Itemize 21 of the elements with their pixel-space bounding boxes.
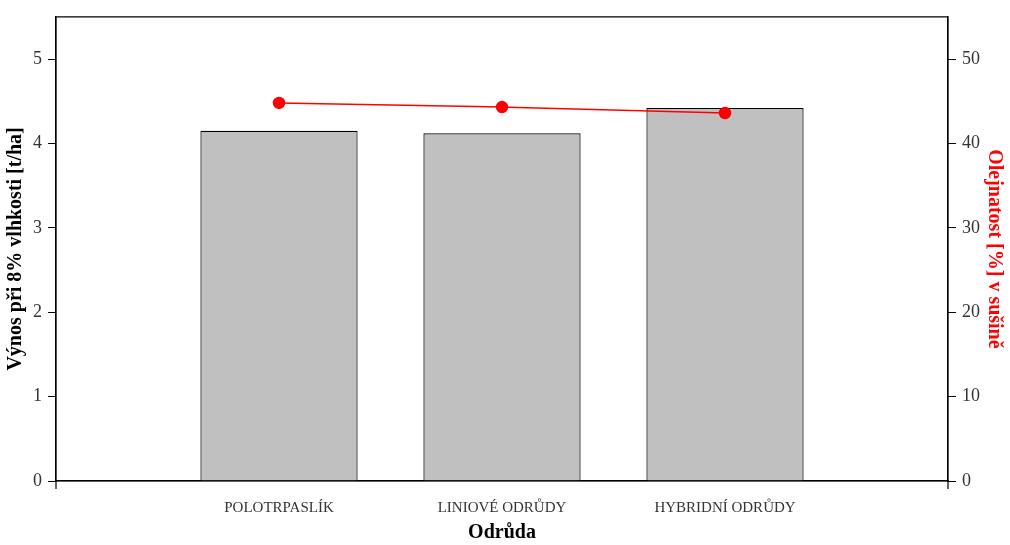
y2-tick-label: 10 (962, 385, 980, 406)
y2-tick-label: 20 (962, 300, 980, 321)
y2-tick-label: 50 (962, 47, 980, 68)
point (718, 106, 732, 120)
y2-tick-label: 40 (962, 132, 980, 153)
y-axis-title: Výnos při 8% vlhkosti [t/ha] (3, 127, 27, 371)
y-tick-label: 3 (33, 216, 42, 237)
y-tick-label: 0 (33, 469, 42, 490)
point (272, 96, 286, 110)
x-axis-title: Odrůda (468, 520, 536, 543)
y-tick-label: 1 (33, 385, 42, 406)
y2-tick-label: 0 (962, 469, 971, 490)
y2-axis-title: Olejnatost [%] v sušině (983, 149, 1007, 349)
y2-tick-label: 30 (962, 216, 980, 237)
point (495, 100, 509, 114)
x-tick-label: POLOTRPASLÍK (224, 498, 334, 515)
x-tick-label: LINIOVÉ ODRŮDY (437, 497, 567, 515)
x-tick-label: HYBRIDNÍ ODRŮDY (654, 497, 796, 515)
y-tick-label: 2 (33, 300, 42, 321)
y-tick-label: 4 (33, 132, 42, 153)
y-tick-label: 5 (33, 47, 42, 68)
